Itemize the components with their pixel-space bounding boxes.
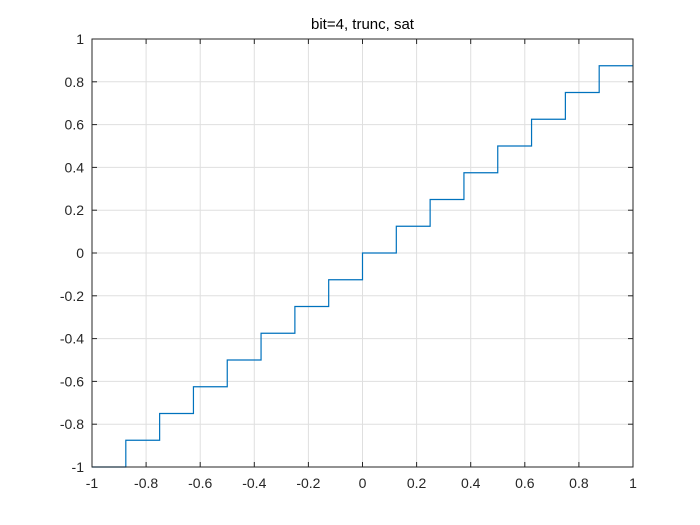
x-tick-label: -0.2 [296, 475, 320, 491]
y-tick-label: -0.4 [60, 331, 84, 347]
y-tick-label: 0.4 [65, 159, 85, 175]
x-tick-label: -0.4 [242, 475, 266, 491]
y-tick-label: 1 [76, 31, 84, 47]
x-tick-label: 0 [359, 475, 367, 491]
plot-area [92, 65, 633, 468]
y-tick-label: 0 [76, 245, 84, 261]
series-line [92, 65, 633, 468]
x-tick-label: 0.4 [461, 475, 481, 491]
y-tick-label: 0.2 [65, 202, 85, 218]
x-tick-label: 1 [629, 475, 637, 491]
axis-ticks: -1 -0.8 -0.6 -0.4 -0.2 0 0.2 0.4 0.6 0.8 1 -1 -0.8 -0… [60, 31, 637, 491]
y-tick-label: -1 [72, 459, 85, 475]
y-tick-label: -0.6 [60, 373, 84, 389]
y-tick-label: 0.8 [65, 74, 85, 90]
y-tick-label: -0.8 [60, 416, 84, 432]
x-tick-label: 0.2 [407, 475, 427, 491]
chart-title: bit=4, trunc, sat [311, 16, 415, 33]
x-tick-label: 0.6 [515, 475, 535, 491]
x-tick-label: -1 [86, 475, 99, 491]
x-tick-label: 0.8 [569, 475, 589, 491]
x-tick-label: -0.6 [188, 475, 212, 491]
y-tick-label: -0.2 [60, 288, 84, 304]
x-tick-label: -0.8 [134, 475, 158, 491]
y-tick-label: 0.6 [65, 117, 85, 133]
